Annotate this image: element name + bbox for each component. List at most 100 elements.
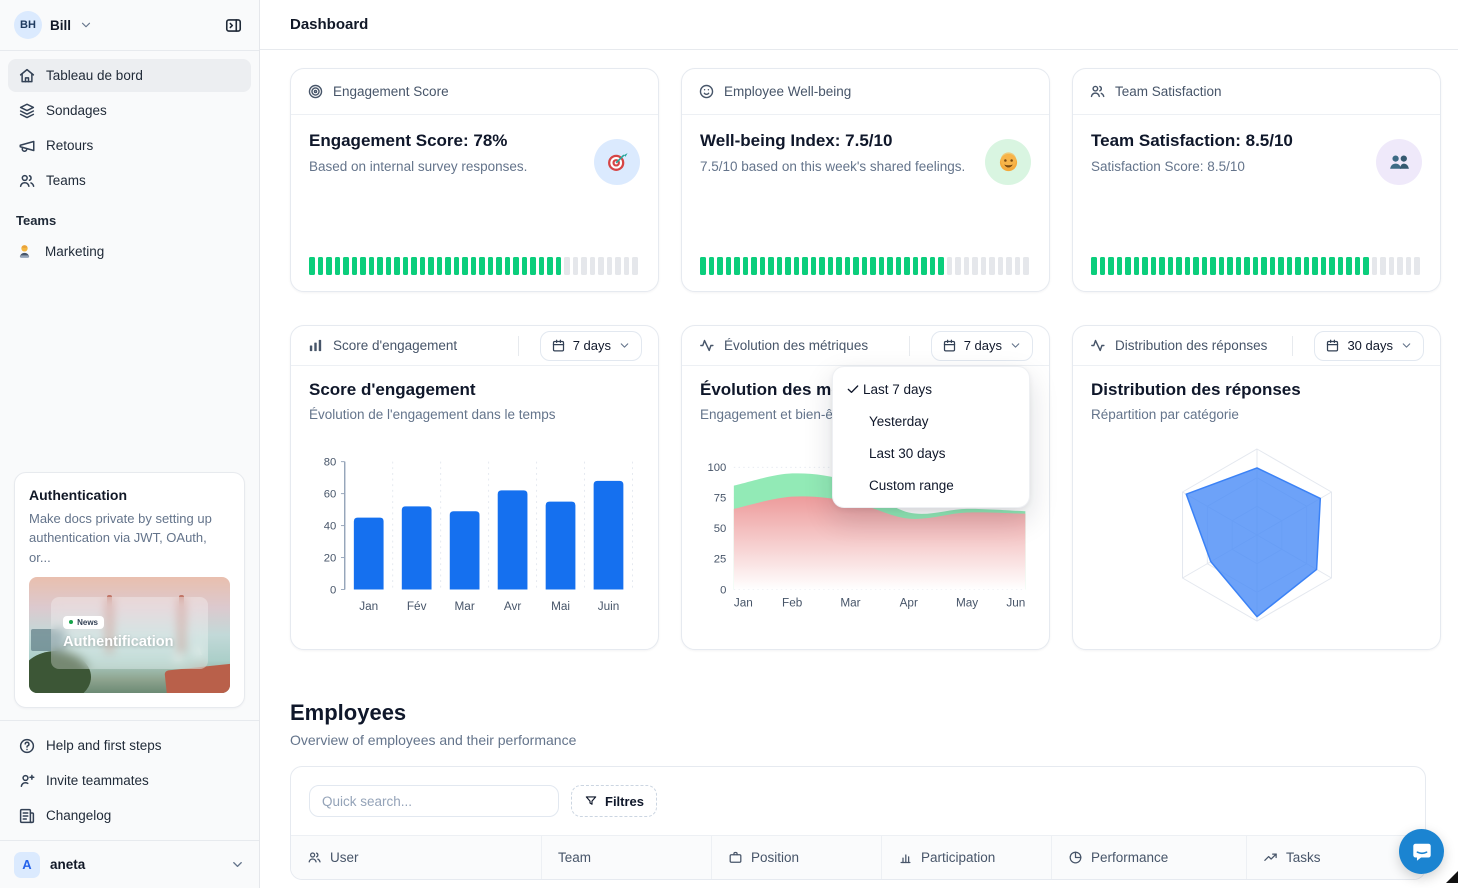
dropdown-item-last-30-days[interactable]: Last 30 days [833,437,1029,469]
progress-segment [1159,257,1165,275]
workspace-switcher[interactable]: A aneta [0,840,259,888]
progress-segment [504,257,510,275]
filters-button[interactable]: Filtres [571,785,658,817]
dropdown-item-label: Last 30 days [869,445,946,461]
column-header-team[interactable]: Team [541,836,711,879]
activity-icon [1089,337,1106,354]
progress-segment [1227,257,1233,275]
date-range-button[interactable]: 7 days [930,330,1033,361]
progress-segment [1099,257,1105,275]
card-team-satisfaction: Team Satisfaction Team Satisfaction: 8.5… [1072,68,1441,292]
search-input[interactable] [309,785,559,817]
divider [517,335,519,356]
card-header-label: Score d'engagement [333,338,458,353]
svg-text:Mar: Mar [455,600,475,613]
card-header-label: Distribution des réponses [1115,338,1268,353]
progress-segment [564,257,570,275]
progress-segment [1210,257,1216,275]
sidebar-team-marketing[interactable]: Marketing [0,234,259,268]
progress-bar [1091,257,1422,275]
employees-card: Filtres User Team Position [290,766,1426,880]
column-header-position[interactable]: Position [711,836,881,879]
progress-segment [921,257,927,275]
progress-segment [1303,257,1309,275]
dropdown-item-yesterday[interactable]: Yesterday [833,405,1029,437]
progress-segment [487,257,493,275]
employees-section: Employees Overview of employees and thei… [290,700,1441,880]
progress-segment [1312,257,1318,275]
sidebar-item-sondages[interactable]: Sondages [8,94,251,127]
sidebar-item-help[interactable]: Help and first steps [8,729,251,762]
progress-segment [844,257,850,275]
date-range-button[interactable]: 30 days [1314,330,1424,361]
promo-image[interactable]: News Authentification [29,577,230,693]
metric-subtitle: Based on internal survey responses. [309,159,528,174]
progress-segment [1414,257,1420,275]
column-label: Performance [1091,850,1169,865]
sidebar-collapse-button[interactable] [220,12,247,39]
sidebar-item-tableau-de-bord[interactable]: Tableau de bord [8,59,251,92]
main-area: Dashboard Engagement Score Engagement Sc… [260,0,1458,888]
progress-segment [1235,257,1241,275]
main-content: Engagement Score Engagement Score: 78% B… [260,50,1458,888]
chart-subtitle: Engagement et bien-être [700,407,849,422]
metric-subtitle: 7.5/10 based on this week's shared feeli… [700,159,966,174]
workspace-avatar: A [14,851,40,878]
progress-segment [1006,257,1012,275]
progress-segment [1337,257,1343,275]
home-icon [18,67,36,85]
sidebar-item-label: Teams [46,173,86,188]
sidebar-item-invite[interactable]: Invite teammates [8,764,251,797]
chevron-down-icon [1400,339,1413,352]
progress-segment [1278,257,1284,275]
progress-segment [589,257,595,275]
sidebar-nav: Tableau de bord Sondages Retours Teams [0,51,259,197]
card-body: Team Satisfaction: 8.5/10 Satisfaction S… [1073,115,1440,291]
chevron-down-icon[interactable] [79,18,93,32]
column-header-user[interactable]: User [291,836,541,879]
svg-text:0: 0 [720,584,726,596]
sidebar-footer: Help and first steps Invite teammates Ch… [0,720,259,840]
progress-segment [1329,257,1335,275]
promo-card[interactable]: Authentication Make docs private by sett… [14,471,245,708]
calendar-icon [1325,338,1340,353]
sidebar-item-teams[interactable]: Teams [8,164,251,197]
briefcase-icon [728,850,743,865]
progress-segment [1354,257,1360,275]
progress-segment [972,257,978,275]
promo-image-caption: Authentification [63,633,174,650]
progress-segment [368,257,374,275]
date-range-label: 7 days [963,338,1002,353]
progress-segment [623,257,629,275]
target-icon [307,83,324,100]
trending-up-icon [1263,850,1278,865]
dropdown-item-custom-range[interactable]: Custom range [833,469,1029,501]
date-range-button[interactable]: 7 days [539,330,642,361]
user-name[interactable]: Bill [50,17,72,33]
divider [0,50,259,51]
progress-segment [538,257,544,275]
help-circle-icon [18,737,36,755]
progress-segment [853,257,859,275]
sidebar-item-changelog[interactable]: Changelog [8,799,251,832]
column-header-performance[interactable]: Performance [1051,836,1246,879]
column-header-participation[interactable]: Participation [881,836,1051,879]
progress-segment [555,257,561,275]
news-dot-icon [69,620,74,625]
intercom-chat-button[interactable] [1399,829,1444,874]
progress-segment [819,257,825,275]
dropdown-item-last-7-days[interactable]: Last 7 days [833,373,1029,405]
sidebar-item-retours[interactable]: Retours [8,129,251,162]
progress-segment [419,257,425,275]
megaphone-icon [18,137,36,155]
progress-segment [700,257,706,275]
user-avatar[interactable]: BH [14,11,42,39]
column-header-tasks[interactable]: Tasks [1246,836,1425,879]
radar-chart [1091,430,1422,639]
svg-text:0: 0 [330,584,336,596]
top-bar: Dashboard [260,0,1458,50]
progress-segment [1252,257,1258,275]
activity-icon [698,337,715,354]
progress-segment [759,257,765,275]
progress-segment [1261,257,1267,275]
